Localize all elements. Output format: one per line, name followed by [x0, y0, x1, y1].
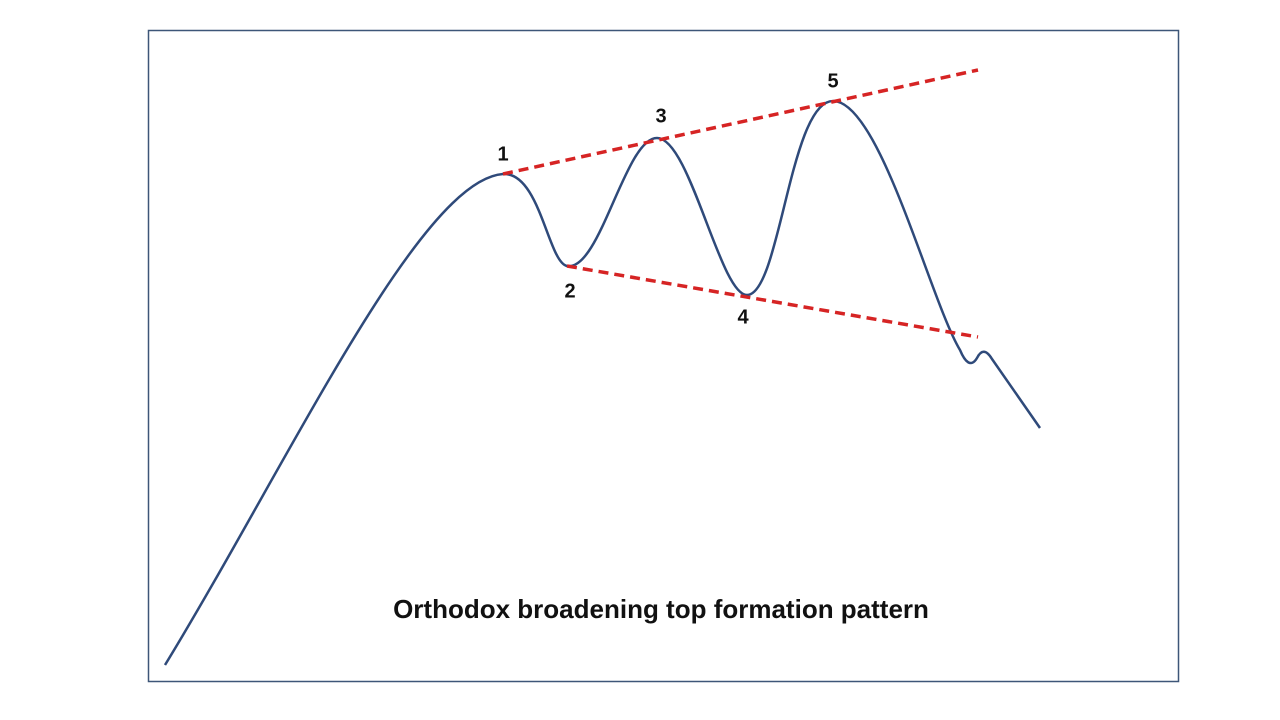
point-label: 5 — [827, 70, 838, 92]
point-label: 1 — [497, 143, 508, 165]
point-labels: 1 2 3 4 5 — [497, 70, 838, 328]
point-label: 3 — [655, 105, 666, 127]
caption: Orthodox broadening top formation patter… — [393, 594, 929, 624]
price-curve — [163, 99, 1042, 666]
upper-trendline — [502, 68, 979, 176]
frame — [147, 29, 1180, 683]
lower-trendline — [566, 264, 979, 339]
point-label: 4 — [737, 306, 749, 328]
point-label: 2 — [564, 280, 575, 302]
